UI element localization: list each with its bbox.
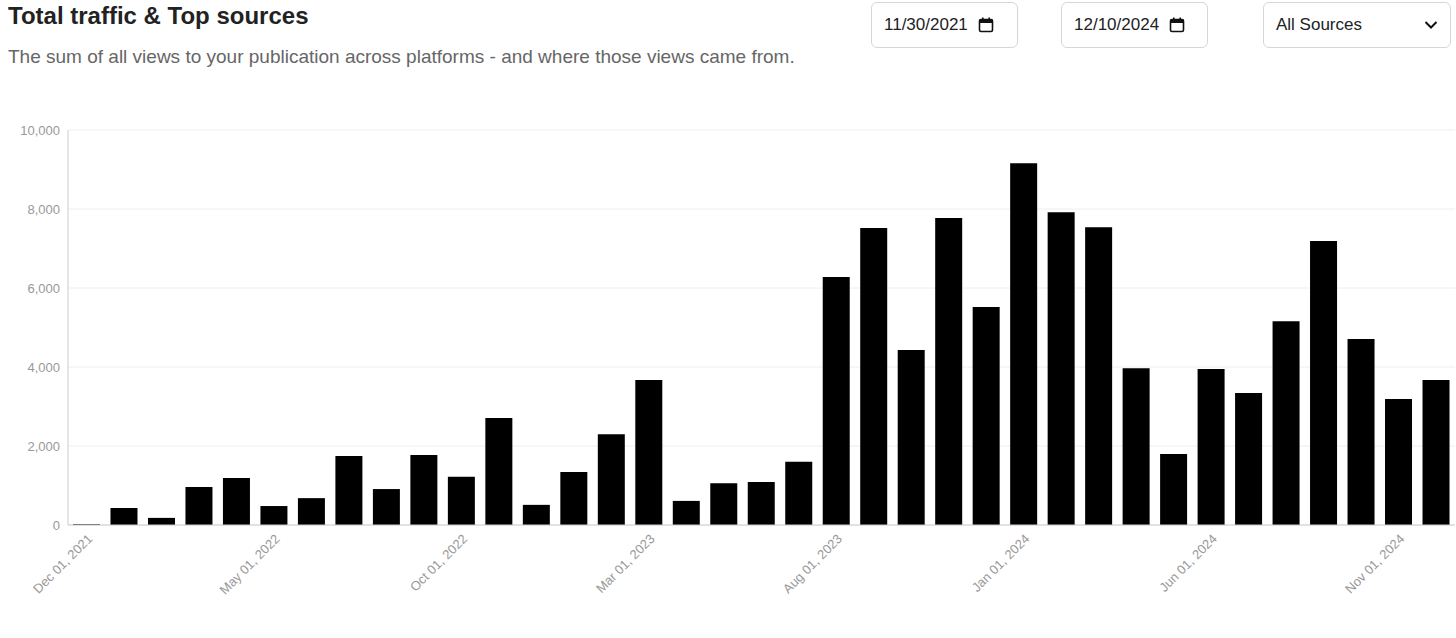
svg-text:May 01, 2022: May 01, 2022 xyxy=(217,531,283,597)
svg-text:0: 0 xyxy=(53,518,60,533)
svg-text:Nov 01, 2024: Nov 01, 2024 xyxy=(1342,531,1407,596)
html-text:The sum of all views to your p: The sum of all views to your publication… xyxy=(8,46,795,67)
svg-text:Dec 01, 2021: Dec 01, 2021 xyxy=(30,531,95,596)
svg-text:Jan 01, 2024: Jan 01, 2024 xyxy=(969,531,1033,595)
svg-text:8,000: 8,000 xyxy=(27,202,60,217)
svg-text:6,000: 6,000 xyxy=(27,281,60,296)
svg-text:Mar 01, 2023: Mar 01, 2023 xyxy=(593,531,658,596)
svg-text:Jun 01, 2024: Jun 01, 2024 xyxy=(1156,531,1220,595)
svg-text:Oct 01, 2022: Oct 01, 2022 xyxy=(407,531,470,594)
html-text:11/30/2021: 11/30/2021 xyxy=(884,15,968,34)
svg-text:Aug 01, 2023: Aug 01, 2023 xyxy=(780,531,845,596)
html-text:Total traffic & Top sources: Total traffic & Top sources xyxy=(8,2,309,29)
svg-text:2,000: 2,000 xyxy=(27,439,60,454)
html-text:All Sources: All Sources xyxy=(1276,15,1362,34)
html-text:12/10/2024: 12/10/2024 xyxy=(1074,15,1160,34)
svg-text:10,000: 10,000 xyxy=(20,123,60,138)
svg-text:4,000: 4,000 xyxy=(27,360,60,375)
